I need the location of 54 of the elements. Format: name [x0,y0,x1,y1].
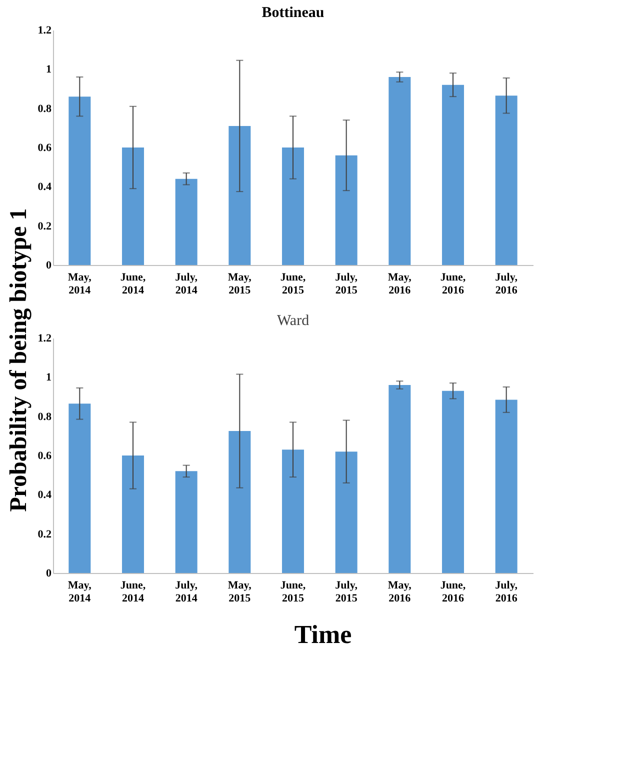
x-tick-label: July, 2016 [495,580,518,604]
y-tick-label: 0.8 [38,102,52,115]
bar [442,84,464,265]
x-tick-label: July, 2015 [335,272,358,296]
y-tick-label: 0.4 [38,489,52,502]
y-tick-label: 0.6 [38,450,52,462]
bar [175,178,198,265]
x-tick-label: July, 2014 [175,272,198,296]
y-tick-label: 1.2 [38,332,52,344]
x-tick-label: June, 2016 [440,272,466,296]
x-tick-label: June, 2015 [280,272,306,296]
x-tick-label: June, 2016 [440,580,466,604]
bar [442,390,464,573]
x-axis-title: Time [294,620,352,649]
bar [388,385,411,573]
y-tick-label: 0 [46,568,52,580]
y-tick-label: 0.8 [38,410,52,423]
chart-title: Ward [276,313,310,329]
x-tick-label: May, 2015 [228,580,252,604]
bar [68,96,91,265]
bar [388,77,411,265]
y-tick-label: 0.6 [38,142,52,154]
x-tick-label: May, 2014 [68,272,92,296]
x-tick-label: May, 2015 [228,272,252,296]
bar [122,456,144,573]
bar [122,148,144,265]
bar [495,96,518,265]
x-tick-label: June, 2015 [280,580,306,604]
bar [175,471,198,573]
chart-title: Bottineau [262,5,324,21]
x-tick-label: July, 2016 [495,272,518,296]
bar [335,452,358,573]
y-tick-label: 0 [46,260,52,272]
bar [228,431,251,573]
x-tick-label: May, 2016 [388,580,412,604]
y-axis-title: Probability of being biotype 1 [6,208,32,512]
bar [228,126,251,265]
x-tick-label: June, 2014 [120,272,146,296]
y-tick-label: 0.2 [38,528,52,540]
x-tick-label: May, 2016 [388,272,412,296]
bar [68,404,91,573]
bar [335,155,358,265]
y-tick-label: 0.4 [38,181,52,194]
y-tick-label: 1 [46,64,52,76]
y-tick-label: 1 [46,372,52,384]
x-tick-label: July, 2014 [175,580,198,604]
bar [282,450,304,573]
bar [282,148,304,265]
x-tick-label: May, 2014 [68,580,92,604]
x-tick-label: June, 2014 [120,580,146,604]
y-tick-label: 0.2 [38,220,52,232]
bar [495,400,518,573]
x-tick-label: July, 2015 [335,580,358,604]
y-tick-label: 1.2 [38,24,52,36]
